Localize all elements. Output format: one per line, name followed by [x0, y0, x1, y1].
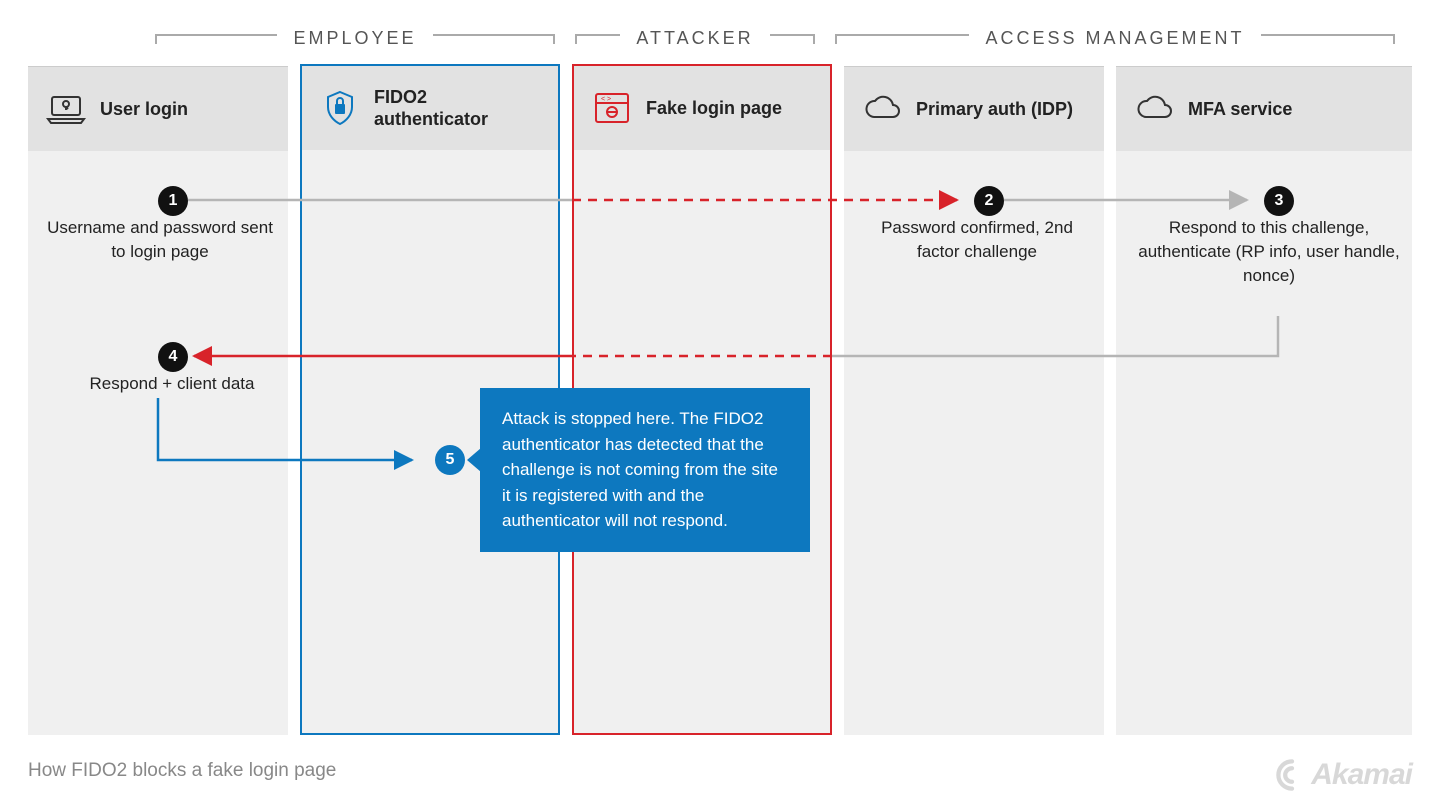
cloud-icon — [862, 89, 902, 129]
callout-box: Attack is stopped here. The FIDO2 authen… — [480, 388, 810, 552]
step-3-badge: 3 — [1264, 186, 1294, 216]
lane-title: FIDO2 authenticator — [374, 86, 540, 131]
group-label: EMPLOYEE — [277, 28, 432, 49]
group-access: ACCESS MANAGEMENT — [835, 28, 1395, 49]
svg-text:< >: < > — [601, 96, 611, 103]
fido2-diagram: EMPLOYEE ATTACKER ACCESS MANAGEMENT User… — [0, 0, 1440, 810]
step-2-badge: 2 — [974, 186, 1004, 216]
step-3-label: Respond to this challenge, authenticate … — [1134, 216, 1404, 287]
group-employee: EMPLOYEE — [155, 28, 555, 49]
lane-title: Fake login page — [646, 97, 782, 120]
group-label: ATTACKER — [620, 28, 769, 49]
lane-user: User login — [28, 66, 288, 735]
callout-pointer — [467, 448, 481, 472]
lane-idp: Primary auth (IDP) — [844, 66, 1104, 735]
group-label: ACCESS MANAGEMENT — [969, 28, 1260, 49]
step-4-label: Respond + client data — [62, 372, 282, 396]
browser-icon: < > — [592, 88, 632, 128]
cloud-icon — [1134, 89, 1174, 129]
step-4-badge: 4 — [158, 342, 188, 372]
lane-title: Primary auth (IDP) — [916, 98, 1073, 121]
lane-mfa: MFA service — [1116, 66, 1412, 735]
brand-logo: Akamai — [1275, 758, 1412, 792]
step-1-label: Username and password sent to login page — [40, 216, 280, 264]
figure-caption: How FIDO2 blocks a fake login page — [28, 760, 336, 782]
group-attacker: ATTACKER — [575, 28, 815, 49]
lane-title: MFA service — [1188, 98, 1292, 121]
lane-title: User login — [100, 98, 188, 121]
laptop-icon — [46, 89, 86, 129]
step-5-badge: 5 — [435, 445, 465, 475]
brand-text: Akamai — [1311, 758, 1412, 792]
shield-icon — [320, 88, 360, 128]
step-2-label: Password confirmed, 2nd factor challenge — [862, 216, 1092, 264]
step-1-badge: 1 — [158, 186, 188, 216]
